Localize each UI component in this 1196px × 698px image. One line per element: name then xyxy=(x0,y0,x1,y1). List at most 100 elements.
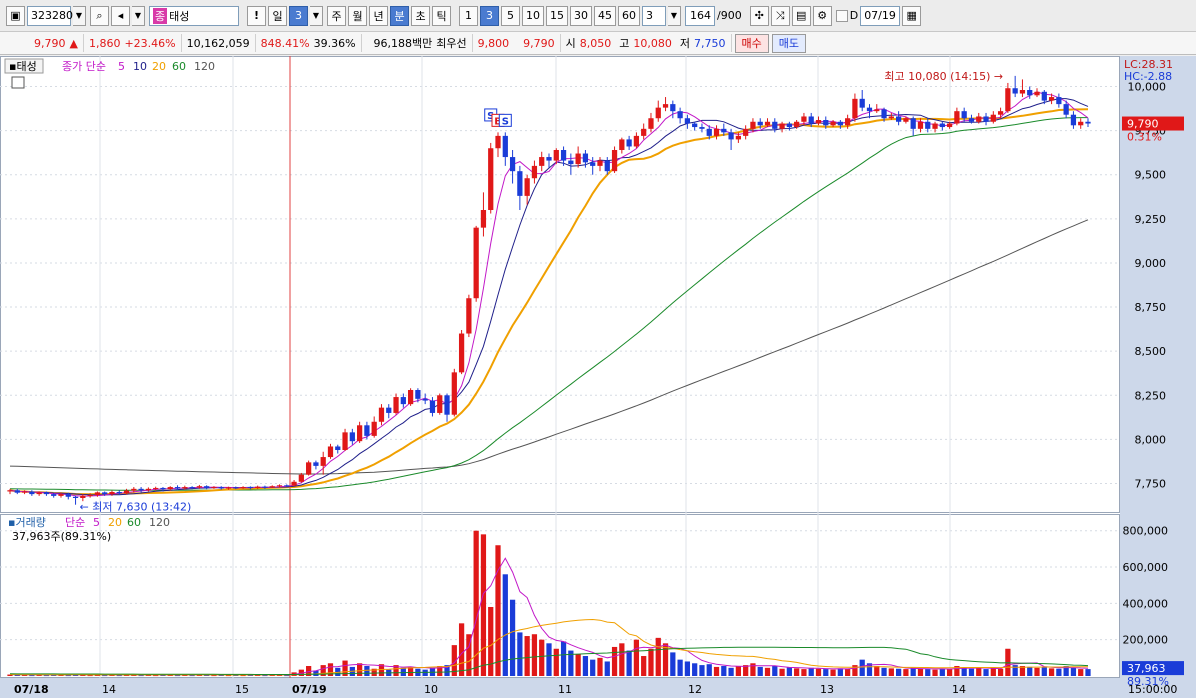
price-ma60-line xyxy=(9,117,1088,491)
candle-body xyxy=(837,121,843,126)
candle-body xyxy=(51,494,57,496)
volume-bar xyxy=(1048,668,1055,676)
interval-button-30[interactable]: 30 xyxy=(570,5,592,26)
date-input[interactable]: 07/19 xyxy=(860,5,901,26)
stock-code-dropdown-icon[interactable]: ▼ xyxy=(73,5,86,26)
volume-bar xyxy=(174,675,181,677)
candle-body xyxy=(597,160,603,166)
candle-body xyxy=(7,490,13,492)
candle-body xyxy=(968,118,975,122)
period-tab-1[interactable]: 월 xyxy=(348,5,367,26)
bar-count-total: /900 xyxy=(717,9,742,22)
candle-body xyxy=(976,116,982,122)
buy-button[interactable]: 매수 xyxy=(734,33,769,53)
volume-bar xyxy=(670,652,676,676)
price-change-pct: +23.46% xyxy=(124,36,176,50)
speaker-icon[interactable]: ◂ xyxy=(111,5,130,26)
interval-button-3[interactable]: 3 xyxy=(480,5,499,26)
period-tab-3[interactable]: 분 xyxy=(390,5,409,26)
volume-bar xyxy=(859,659,865,676)
candle-body xyxy=(320,457,326,466)
search-icon[interactable]: ⌕ xyxy=(90,5,109,26)
volume-bar xyxy=(356,663,363,676)
period-dropdown-icon[interactable]: ▼ xyxy=(310,5,323,26)
volume-bar xyxy=(910,667,916,676)
volume-bar xyxy=(976,668,982,676)
candle-body xyxy=(531,165,538,179)
candle-body xyxy=(874,109,880,112)
volume-bar xyxy=(320,665,326,676)
stock-name-field[interactable]: 종 태성 xyxy=(149,5,239,26)
window-menu-icon[interactable]: ▣ xyxy=(6,5,25,26)
candle-body xyxy=(604,160,610,172)
up-arrow-icon: ▲ xyxy=(69,36,78,50)
period-tab-4[interactable]: 초 xyxy=(411,5,430,26)
speaker-dropdown-icon[interactable]: ▼ xyxy=(132,5,145,26)
candle-body xyxy=(466,298,472,334)
interval-button-1[interactable]: 1 xyxy=(459,5,478,26)
volume-bar xyxy=(743,665,749,676)
price-ma10-line xyxy=(9,98,1089,496)
volume-bar xyxy=(371,668,377,676)
interval-button-5[interactable]: 5 xyxy=(501,5,520,26)
volume-bar xyxy=(932,669,938,676)
period-tab-2[interactable]: 년 xyxy=(369,5,388,26)
price-tick-label: 8,250 xyxy=(1135,389,1167,402)
panel-tag-box[interactable] xyxy=(4,58,44,74)
candle-body xyxy=(764,121,771,126)
best-quote-label: 최우선 xyxy=(436,37,467,50)
volume-bar xyxy=(706,664,712,676)
candle-body xyxy=(80,495,86,498)
volume-info-label: 37,963주(89.31%) xyxy=(12,530,111,543)
candle-body xyxy=(779,123,785,129)
candle-body xyxy=(495,135,501,149)
high-label: 고 xyxy=(619,37,630,50)
volume-bar xyxy=(641,656,647,676)
volume-legend-prefix: 단순 xyxy=(65,516,85,529)
price-volume-chart[interactable]: 7,750 8,000 8,250 8,500 8,750 9,000 9,250 9,500… xyxy=(0,56,1196,698)
candle-body xyxy=(794,121,800,128)
volume-bar xyxy=(764,667,771,676)
sell-button[interactable]: 매도 xyxy=(771,33,807,53)
volume-bar xyxy=(881,667,887,676)
time-tick-label: 15 xyxy=(235,683,249,696)
custom-interval-input[interactable]: 3 xyxy=(642,5,666,26)
alert-button[interactable]: ! xyxy=(247,5,266,26)
volume-bar xyxy=(182,674,188,676)
data-table-icon[interactable] xyxy=(11,76,25,89)
period-value-button[interactable]: 3 xyxy=(289,5,308,26)
volume-bar xyxy=(204,674,210,676)
candle-body xyxy=(568,160,574,165)
period-tab-5[interactable]: 틱 xyxy=(432,5,451,26)
period-day-button[interactable]: 일 xyxy=(268,5,287,26)
price-tick-label: 9,250 xyxy=(1135,213,1167,226)
save-icon[interactable]: ▤ xyxy=(791,5,811,26)
interval-button-10[interactable]: 10 xyxy=(522,5,544,26)
candle-body xyxy=(131,488,137,491)
interval-button-45[interactable]: 45 xyxy=(594,5,616,26)
candle-body xyxy=(225,487,232,489)
volume-bar xyxy=(1056,668,1062,676)
volume-bar xyxy=(7,674,13,676)
candle-body xyxy=(655,107,661,119)
crosshair-icon[interactable]: ✣ xyxy=(749,5,769,26)
draw-tool-icon[interactable]: ⤨ xyxy=(770,5,790,26)
volume-bar xyxy=(728,667,734,676)
stock-code-input[interactable]: 323280 xyxy=(27,5,73,26)
candle-body xyxy=(233,487,239,489)
candle-body xyxy=(342,432,348,450)
volume-bar xyxy=(808,667,814,676)
candle-body xyxy=(699,127,705,129)
period-tab-0[interactable]: 주 xyxy=(327,5,346,26)
volume-bar xyxy=(211,675,217,677)
custom-interval-dropdown-icon[interactable]: ▼ xyxy=(668,5,681,26)
volume-bar xyxy=(830,669,836,676)
candle-body xyxy=(182,487,188,489)
settings-gear-icon[interactable]: ⚙ xyxy=(812,5,832,26)
interval-button-15[interactable]: 15 xyxy=(546,5,568,26)
interval-button-60[interactable]: 60 xyxy=(618,5,640,26)
candle-body xyxy=(743,128,749,136)
bar-count-input[interactable]: 164 xyxy=(685,5,715,26)
calendar-icon[interactable]: ▦ xyxy=(902,5,922,26)
date-checkbox[interactable] xyxy=(835,9,848,22)
